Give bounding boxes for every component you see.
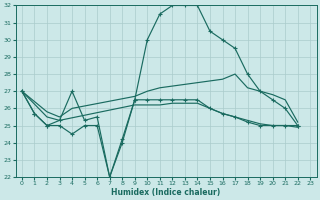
X-axis label: Humidex (Indice chaleur): Humidex (Indice chaleur) — [111, 188, 221, 197]
